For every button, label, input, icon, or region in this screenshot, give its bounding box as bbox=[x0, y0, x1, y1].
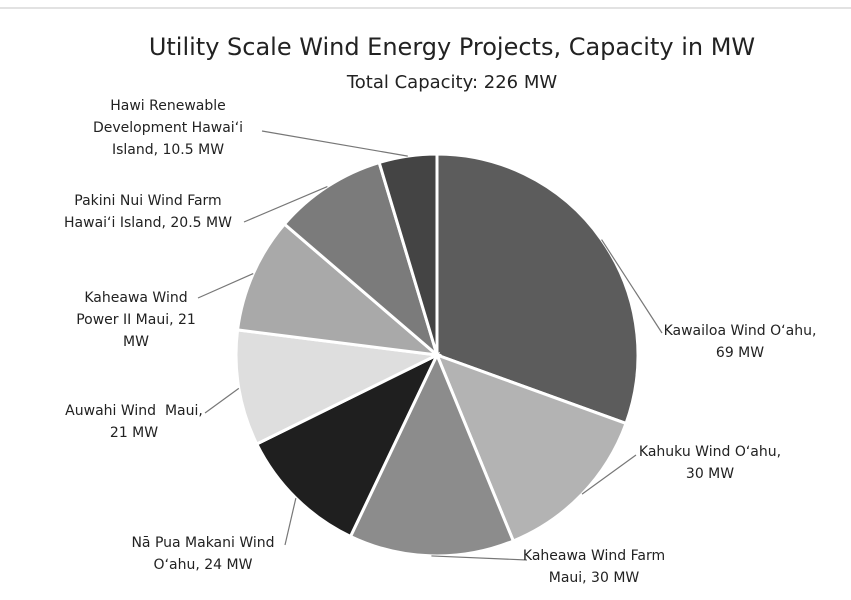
leader-line bbox=[243, 185, 328, 223]
slice-label: Oʻahu, 24 MW bbox=[154, 557, 253, 573]
leader-line bbox=[284, 497, 297, 546]
leader-line bbox=[197, 273, 254, 299]
slice-label: Power II Maui, 21 bbox=[76, 312, 196, 328]
slice-label: Kaheawa Wind Farm bbox=[523, 548, 665, 564]
slice-label: Auwahi Wind Maui, bbox=[65, 403, 203, 419]
chart-subtitle: Total Capacity: 226 MW bbox=[346, 72, 558, 93]
slice-label: Development Hawaiʻi bbox=[93, 120, 243, 136]
pie-slice bbox=[377, 152, 439, 356]
slice-label: Kawailoa Wind Oʻahu, bbox=[664, 323, 817, 339]
slice-label: Kaheawa Wind bbox=[84, 290, 187, 306]
leader-line bbox=[261, 130, 408, 157]
chart-title: Utility Scale Wind Energy Projects, Capa… bbox=[149, 33, 755, 61]
slice-label: Pakini Nui Wind Farm bbox=[74, 193, 221, 209]
slice-label: 30 MW bbox=[686, 466, 734, 482]
slice-label: Maui, 30 MW bbox=[549, 570, 640, 586]
pie-slice bbox=[234, 328, 443, 447]
slice-label: Hawaiʻi Island, 20.5 MW bbox=[64, 215, 232, 231]
pie-slice bbox=[348, 351, 516, 558]
leader-line bbox=[601, 239, 663, 334]
slice-label: Nā Pua Makani Wind bbox=[131, 535, 274, 551]
slice-label: Kahuku Wind Oʻahu, bbox=[639, 444, 781, 460]
pie-slice bbox=[434, 352, 628, 543]
slice-label: Island, 10.5 MW bbox=[112, 142, 224, 158]
slice-label: Hawi Renewable bbox=[110, 98, 226, 114]
slice-label: MW bbox=[123, 334, 149, 350]
slice-label: 21 MW bbox=[110, 425, 158, 441]
leader-line bbox=[431, 555, 528, 561]
slice-label: 69 MW bbox=[716, 345, 764, 361]
leader-line bbox=[581, 454, 637, 495]
leader-line bbox=[204, 387, 240, 414]
